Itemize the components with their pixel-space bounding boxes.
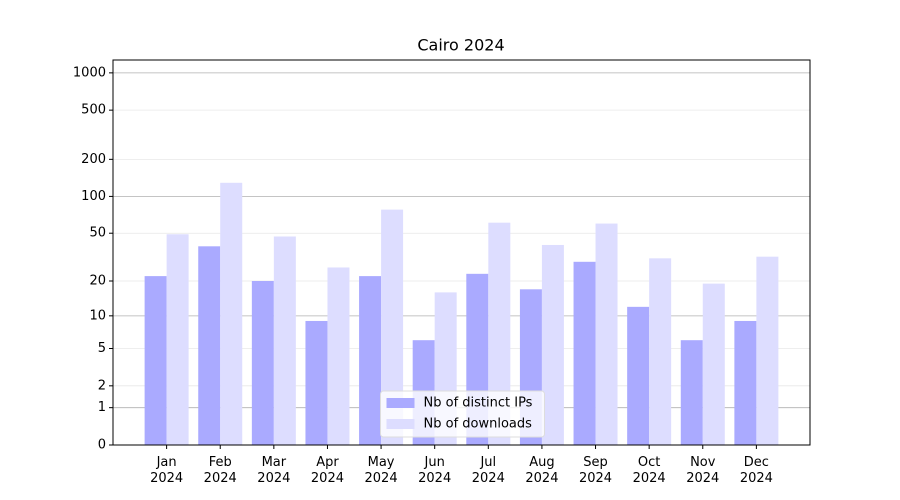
chart-title: Cairo 2024 (417, 36, 504, 55)
y-tick-label: 10 (89, 308, 106, 323)
x-tick-label: Mar 2024 (257, 455, 290, 486)
bar (251, 281, 274, 445)
x-tick-label: Oct 2024 (633, 455, 666, 486)
y-tick-label: 5 (98, 341, 106, 356)
plot-frame (112, 59, 811, 446)
x-tick-label: Jul 2024 (472, 455, 505, 486)
bar (573, 261, 596, 445)
bar (273, 236, 296, 445)
bar (144, 276, 167, 445)
bar (359, 276, 382, 445)
bar (595, 223, 618, 445)
y-tick-label: 500 (81, 103, 106, 118)
bar (627, 306, 650, 445)
legend-label: Nb of downloads (424, 417, 533, 432)
bar (220, 182, 243, 445)
x-tick-label: Jan 2024 (150, 455, 183, 486)
legend-swatch (386, 398, 415, 408)
bar (541, 244, 564, 445)
x-tick-label: Dec 2024 (740, 455, 773, 486)
bar (734, 320, 757, 445)
legend-box (380, 390, 545, 438)
x-tick-label: Nov 2024 (686, 455, 719, 486)
bar (198, 246, 221, 445)
x-tick-label: Feb 2024 (204, 455, 237, 486)
bar (756, 256, 779, 445)
bar (680, 340, 703, 445)
x-tick-label: Sep 2024 (579, 455, 612, 486)
bar (305, 320, 328, 445)
y-tick-label: 200 (81, 152, 106, 167)
bar (488, 222, 511, 445)
y-tick-label: 20 (89, 274, 106, 289)
legend-swatch (386, 419, 415, 429)
bar (649, 258, 672, 445)
legend: Nb of distinct IPs Nb of downloads (380, 390, 545, 438)
y-tick-label: 1 (98, 400, 106, 415)
bar (702, 283, 725, 445)
bar (166, 234, 189, 445)
bar (327, 267, 350, 445)
bar (381, 209, 404, 445)
legend-label: Nb of distinct IPs (424, 396, 533, 411)
x-tick-label: Aug 2024 (525, 455, 558, 486)
y-tick-label: 50 (89, 226, 106, 241)
y-tick-label: 2 (98, 378, 106, 393)
y-tick-label: 0 (98, 438, 106, 453)
x-tick-label: Apr 2024 (311, 455, 344, 486)
y-tick-label: 1000 (73, 65, 106, 80)
x-tick-label: Jun 2024 (418, 455, 451, 486)
x-tick-label: May 2024 (365, 455, 398, 486)
y-tick-label: 100 (81, 189, 106, 204)
